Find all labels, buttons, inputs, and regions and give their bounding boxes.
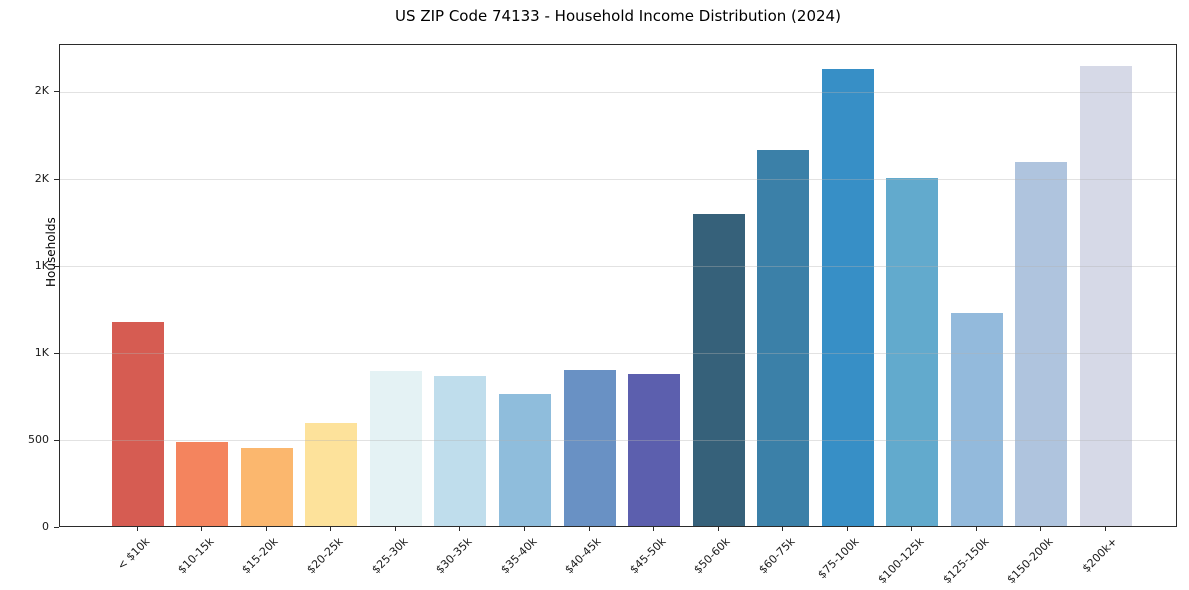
x-tick-mark bbox=[330, 527, 332, 531]
gridline-2K bbox=[60, 91, 1176, 93]
y-tick-label: 1K bbox=[34, 345, 49, 359]
x-tick-label: $15-20k bbox=[239, 535, 282, 577]
x-tick-mark bbox=[459, 527, 461, 531]
x-tick-mark bbox=[911, 527, 913, 531]
x-tick-mark bbox=[975, 527, 977, 531]
x-tick-mark bbox=[717, 527, 719, 531]
x-tick-label: $10-15k bbox=[175, 535, 217, 577]
gridline-2K bbox=[60, 179, 1176, 180]
x-tick-label: $50-60k bbox=[691, 535, 733, 577]
bar-45-50k bbox=[628, 374, 681, 526]
y-tick-label: 500 bbox=[28, 432, 49, 446]
plot-area bbox=[59, 44, 1177, 527]
x-tick-mark bbox=[394, 527, 396, 531]
y-tick-label: 2K bbox=[34, 84, 49, 98]
x-tick-label: $30-35k bbox=[433, 535, 475, 577]
bar-125-150k bbox=[950, 312, 1003, 526]
x-tick-label: < $10k bbox=[114, 535, 152, 573]
x-tick-mark bbox=[524, 527, 525, 531]
y-tick-mark bbox=[54, 439, 59, 441]
x-tick-mark bbox=[782, 527, 784, 531]
bar-35-40k bbox=[499, 393, 551, 526]
x-tick-mark bbox=[1040, 527, 1042, 531]
gridline-1K bbox=[60, 353, 1176, 355]
chart-title: US ZIP Code 74133 - Household Income Dis… bbox=[395, 7, 841, 25]
x-tick-label: $125-150k bbox=[939, 535, 992, 587]
gridline-1K bbox=[60, 266, 1176, 268]
y-tick-mark bbox=[54, 178, 59, 180]
x-tick-label: $35-40k bbox=[497, 535, 540, 577]
y-tick-label: 0 bbox=[42, 520, 49, 533]
y-tick-mark bbox=[54, 527, 59, 528]
y-axis-label: Households bbox=[43, 217, 58, 287]
x-tick-label: $45-50k bbox=[627, 535, 669, 577]
bar-100-125k bbox=[886, 177, 939, 526]
bar-20-25k bbox=[305, 423, 358, 526]
bar-40-45k bbox=[563, 370, 616, 526]
x-tick-mark bbox=[1104, 527, 1106, 531]
y-tick-mark bbox=[54, 352, 59, 354]
x-tick-label: $20-25k bbox=[304, 535, 346, 577]
y-tick-mark bbox=[54, 91, 59, 93]
bar-50-60k bbox=[692, 214, 745, 526]
y-tick-label: 2K bbox=[34, 171, 49, 185]
gridline-500 bbox=[60, 440, 1176, 442]
x-tick-mark bbox=[653, 527, 655, 531]
bar-25-30k bbox=[369, 370, 422, 526]
x-tick-mark bbox=[846, 527, 848, 531]
y-tick-mark bbox=[54, 265, 59, 267]
x-tick-mark bbox=[265, 527, 267, 531]
bar-30-35k bbox=[434, 376, 487, 526]
bar-15-20k bbox=[240, 447, 293, 526]
x-tick-label: $60-75k bbox=[756, 535, 798, 577]
bar-150-200k bbox=[1015, 161, 1068, 526]
x-tick-label: $100-125k bbox=[875, 535, 927, 587]
x-tick-label: $150-200k bbox=[1004, 535, 1056, 587]
x-tick-label: $75-100k bbox=[815, 535, 862, 582]
x-tick-mark bbox=[588, 527, 590, 531]
x-tick-mark bbox=[201, 527, 203, 531]
bar-10-15k bbox=[176, 442, 229, 526]
x-tick-label: $200k+ bbox=[1080, 535, 1121, 576]
bar-10k bbox=[111, 322, 164, 526]
bar-60-75k bbox=[757, 149, 810, 526]
bar-75-100k bbox=[821, 68, 874, 526]
x-tick-label: $40-45k bbox=[562, 535, 604, 577]
x-tick-mark bbox=[136, 527, 138, 531]
y-tick-label: 1K bbox=[34, 258, 49, 272]
bar-200k bbox=[1079, 66, 1132, 526]
x-tick-label: $25-30k bbox=[368, 535, 411, 577]
